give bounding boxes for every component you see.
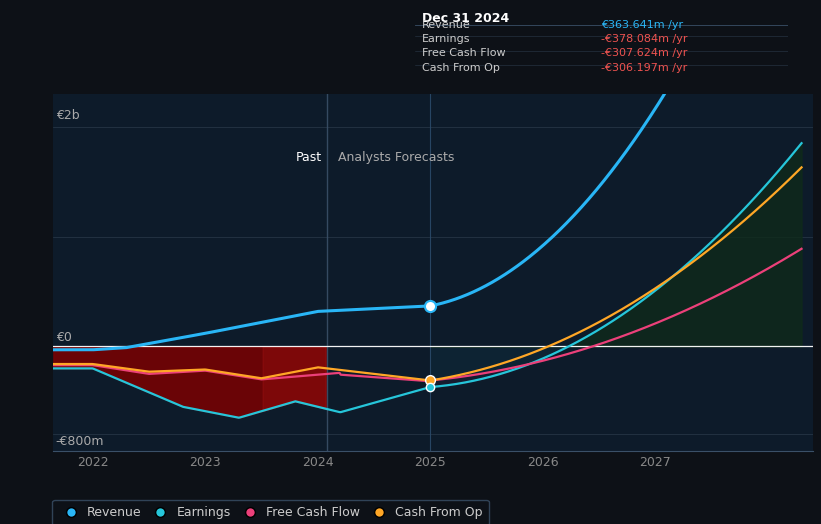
Text: -€800m: -€800m	[56, 435, 104, 449]
Text: -€378.084m /yr: -€378.084m /yr	[601, 34, 688, 44]
Text: -€306.197m /yr: -€306.197m /yr	[601, 63, 688, 73]
Text: -€307.624m /yr: -€307.624m /yr	[601, 48, 688, 58]
Text: Revenue: Revenue	[422, 19, 470, 29]
Text: €0: €0	[56, 331, 71, 344]
Text: Dec 31 2024: Dec 31 2024	[422, 12, 509, 25]
Text: €2b: €2b	[56, 108, 80, 122]
Legend: Revenue, Earnings, Free Cash Flow, Cash From Op: Revenue, Earnings, Free Cash Flow, Cash …	[52, 500, 488, 524]
Text: Cash From Op: Cash From Op	[422, 63, 500, 73]
Text: Past: Past	[296, 151, 323, 165]
Text: Earnings: Earnings	[422, 34, 470, 44]
Text: Free Cash Flow: Free Cash Flow	[422, 48, 506, 58]
Text: €363.641m /yr: €363.641m /yr	[601, 19, 684, 29]
Text: Analysts Forecasts: Analysts Forecasts	[338, 151, 454, 165]
